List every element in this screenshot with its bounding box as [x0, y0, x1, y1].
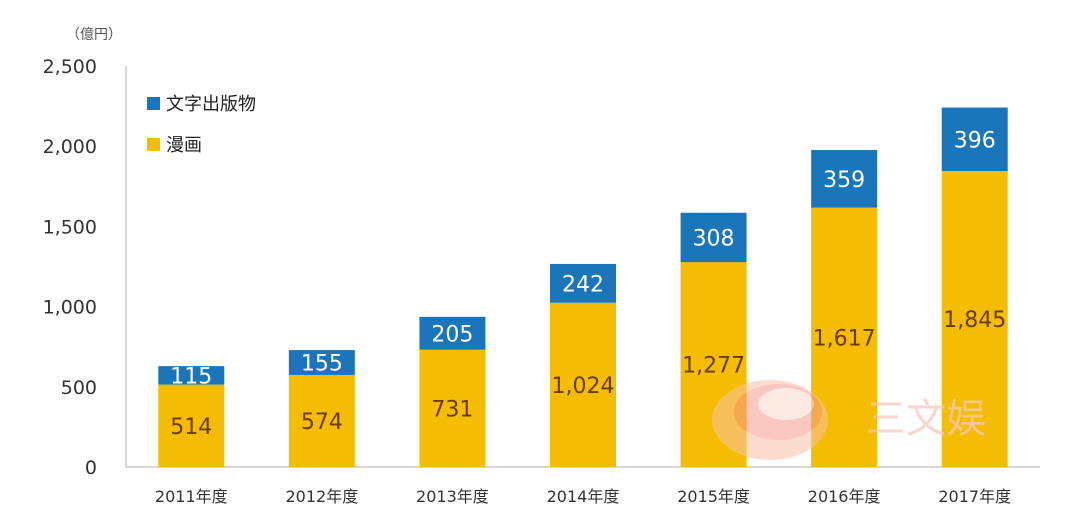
y-tick-label: 2,000 [43, 136, 97, 158]
watermark-text: 三文娱 [866, 396, 986, 442]
data-label-manga: 514 [170, 415, 212, 440]
y-tick-label: 2,500 [43, 56, 97, 78]
data-label-text-publications: 205 [431, 322, 473, 347]
bar-segment-text-publications [550, 263, 616, 303]
data-label-manga: 1,845 [943, 308, 1006, 333]
legend-swatch-manga [147, 138, 160, 151]
y-tick-label: 1,000 [43, 297, 97, 319]
watermark-logo-icon [712, 380, 828, 460]
x-tick-label: 2013年度 [416, 487, 489, 506]
bar-segment-text-publications [680, 212, 747, 263]
data-label-manga: 1,617 [813, 326, 876, 351]
data-label-text-publications: 308 [693, 226, 735, 251]
bar-segment-manga [419, 349, 486, 467]
legend: 文字出版物 漫画 [147, 94, 256, 156]
bar-segment-text-publications [419, 316, 486, 350]
data-label-text-publications: 155 [301, 351, 343, 376]
x-tick-label: 2015年度 [677, 487, 750, 506]
data-label-text-publications: 396 [954, 128, 996, 153]
legend-label-manga: 漫画 [166, 135, 202, 156]
bar-segment-text-publications [811, 150, 878, 208]
bar-segment-text-publications [288, 350, 355, 375]
bar-segment-manga [288, 374, 355, 467]
y-axis-ticks: 0 500 1,000 1,500 2,000 2,500 [43, 56, 97, 479]
data-label-text-publications: 115 [170, 364, 212, 389]
legend-swatch-text-publications [147, 97, 160, 110]
watermark: 三文娱 [712, 380, 986, 460]
x-tick-label: 2014年度 [547, 487, 620, 506]
data-label-manga: 1,277 [682, 354, 745, 379]
x-tick-label: 2011年度 [155, 487, 228, 506]
data-label-text-publications: 242 [562, 272, 604, 297]
legend-label-text-publications: 文字出版物 [166, 94, 256, 115]
data-label-manga: 574 [301, 410, 343, 435]
x-tick-label: 2017年度 [938, 487, 1011, 506]
bar-segment-manga [158, 384, 225, 467]
unit-label: （億円） [66, 27, 122, 43]
x-axis-ticks: 2011年度 2012年度 2013年度 2014年度 2015年度 2016年度 2017… [155, 487, 1011, 506]
bar-segment-text-publications [941, 107, 1008, 172]
x-tick-label: 2016年度 [808, 487, 881, 506]
data-label-manga: 731 [431, 397, 473, 422]
bar-segment-manga [941, 171, 1008, 467]
y-tick-label: 1,500 [43, 216, 97, 238]
y-tick-label: 0 [85, 457, 97, 479]
bar-segment-manga [550, 302, 616, 467]
bar-segment-text-publications [158, 366, 225, 385]
data-label-manga: 1,024 [552, 374, 615, 399]
bars-group: 514 115 574 155 731 205 1,024 242 1,277 308 1,617 3… [158, 107, 1008, 468]
data-label-text-publications: 359 [823, 168, 865, 193]
x-tick-label: 2012年度 [285, 487, 358, 506]
y-tick-label: 500 [61, 377, 97, 399]
